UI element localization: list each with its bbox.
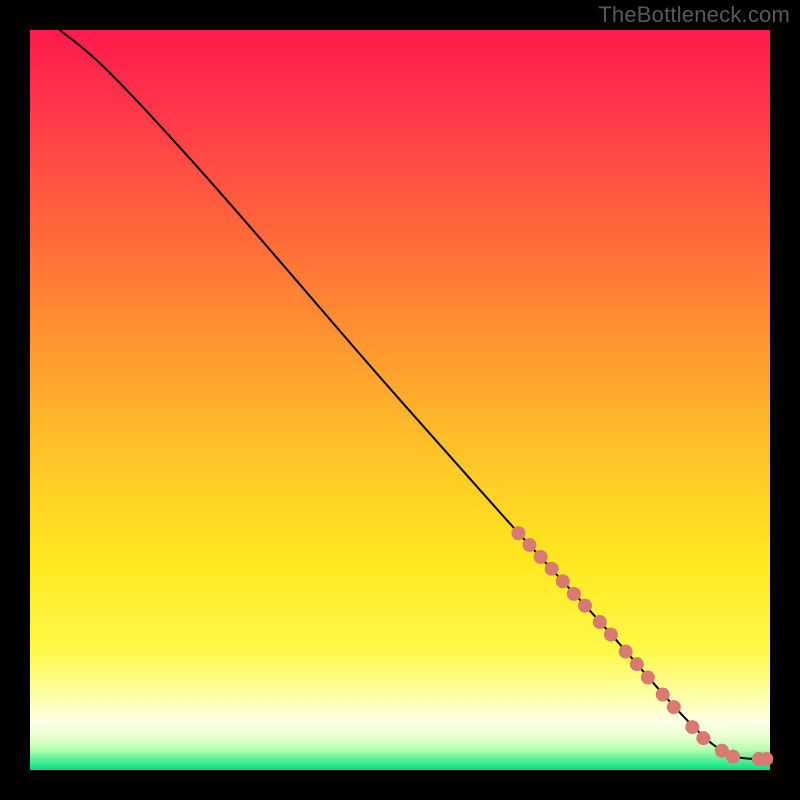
data-marker	[567, 587, 581, 601]
data-marker	[656, 688, 670, 702]
data-marker	[534, 550, 548, 564]
data-marker	[696, 731, 710, 745]
data-marker	[556, 574, 570, 588]
chart-stage: TheBottleneck.com	[0, 0, 800, 800]
data-marker	[726, 750, 740, 764]
data-marker	[578, 599, 592, 613]
data-marker	[641, 671, 655, 685]
data-marker	[685, 720, 699, 734]
data-marker	[511, 526, 525, 540]
data-marker	[667, 700, 681, 714]
data-marker	[619, 645, 633, 659]
data-marker	[604, 628, 618, 642]
data-marker	[630, 657, 644, 671]
watermark-label: TheBottleneck.com	[598, 2, 790, 28]
data-marker	[523, 538, 537, 552]
data-marker	[545, 562, 559, 576]
data-marker	[759, 752, 773, 766]
data-marker	[593, 615, 607, 629]
bottleneck-chart	[0, 0, 800, 800]
